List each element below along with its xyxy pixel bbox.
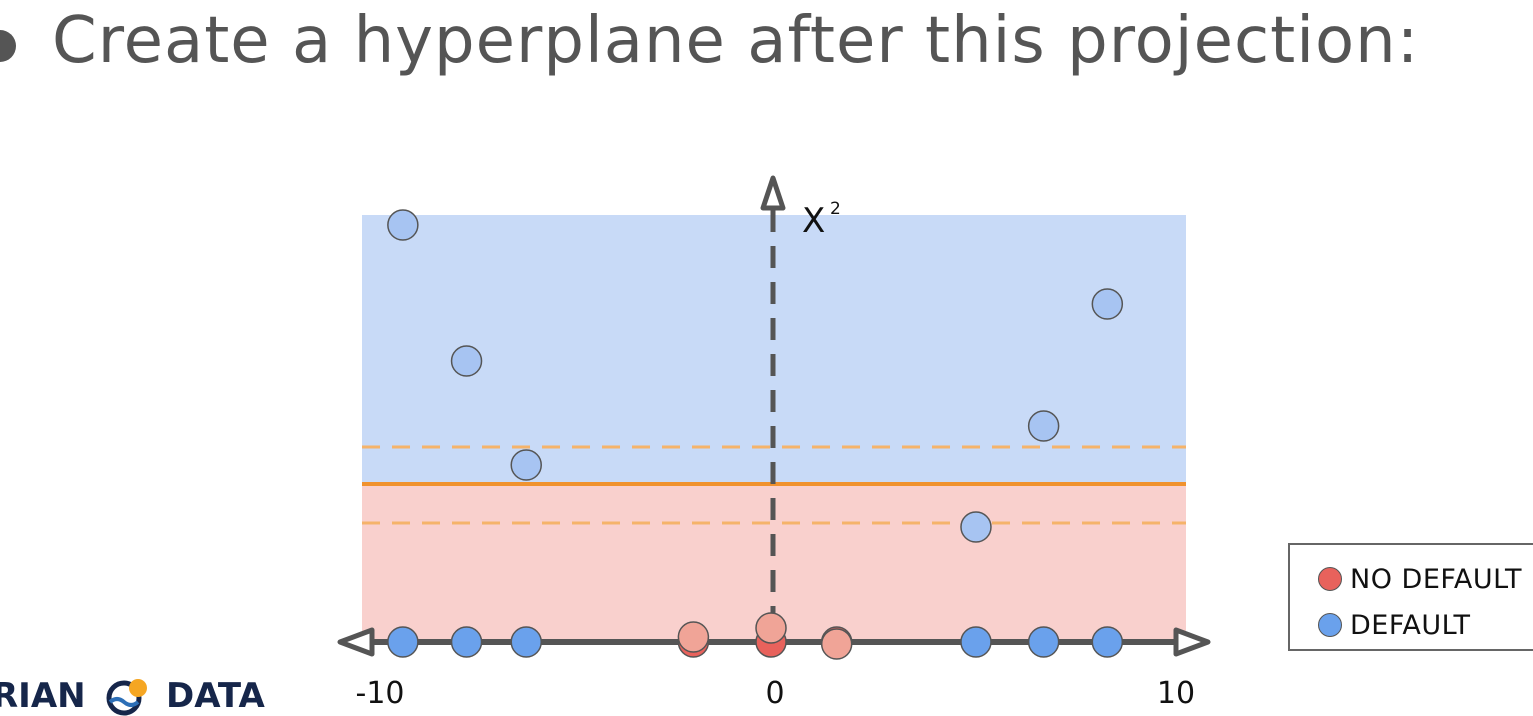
projected-point-3	[677, 621, 710, 653]
brand-text-left: RIAN	[0, 676, 86, 716]
legend-item-default: DEFAULT	[1318, 608, 1470, 642]
projected-point-8	[1091, 288, 1124, 320]
legend-label-default: DEFAULT	[1350, 609, 1471, 641]
legend-label-no-default: NO DEFAULT	[1350, 563, 1522, 595]
tick-label-zero: 0	[765, 676, 784, 708]
projected-point-1	[450, 345, 483, 377]
projected-point-0	[387, 209, 419, 241]
x-axis-right-arrow-icon	[1173, 627, 1211, 657]
axis-point-1	[450, 626, 483, 658]
projected-point-4	[755, 612, 787, 644]
no-default-swatch-icon	[1318, 567, 1342, 591]
default-swatch-icon	[1318, 613, 1342, 637]
projected-point-2	[510, 449, 542, 481]
brand-logo: RIAN DATA	[0, 668, 300, 716]
legend-item-no-default: NO DEFAULT	[1318, 562, 1522, 596]
projected-point-6	[960, 511, 992, 543]
y-axis-superscript: 2	[830, 199, 841, 219]
axis-point-2	[510, 626, 542, 658]
axis-point-8	[1091, 626, 1124, 658]
axis-point-7	[1027, 626, 1060, 658]
tick-label-min: -10	[356, 676, 405, 708]
y-axis-label: X	[802, 201, 825, 241]
brand-logo-icon	[106, 679, 147, 716]
brand-text-right: DATA	[166, 676, 265, 716]
bullet-icon	[0, 30, 16, 62]
y-axis-arrow-icon	[760, 175, 786, 211]
projected-point-5	[820, 628, 853, 660]
x-axis-left-arrow-icon	[337, 627, 375, 657]
slide-title-text: Create a hyperplane after this projectio…	[52, 4, 1420, 78]
axis-point-6	[960, 626, 992, 658]
slide-title: Create a hyperplane after this projectio…	[0, 4, 1533, 84]
axis-point-0	[387, 626, 419, 658]
tick-label-max: 10	[1157, 676, 1195, 708]
projected-points	[387, 209, 1124, 660]
legend: NO DEFAULT DEFAULT	[1288, 543, 1533, 651]
projected-point-7	[1027, 410, 1060, 442]
